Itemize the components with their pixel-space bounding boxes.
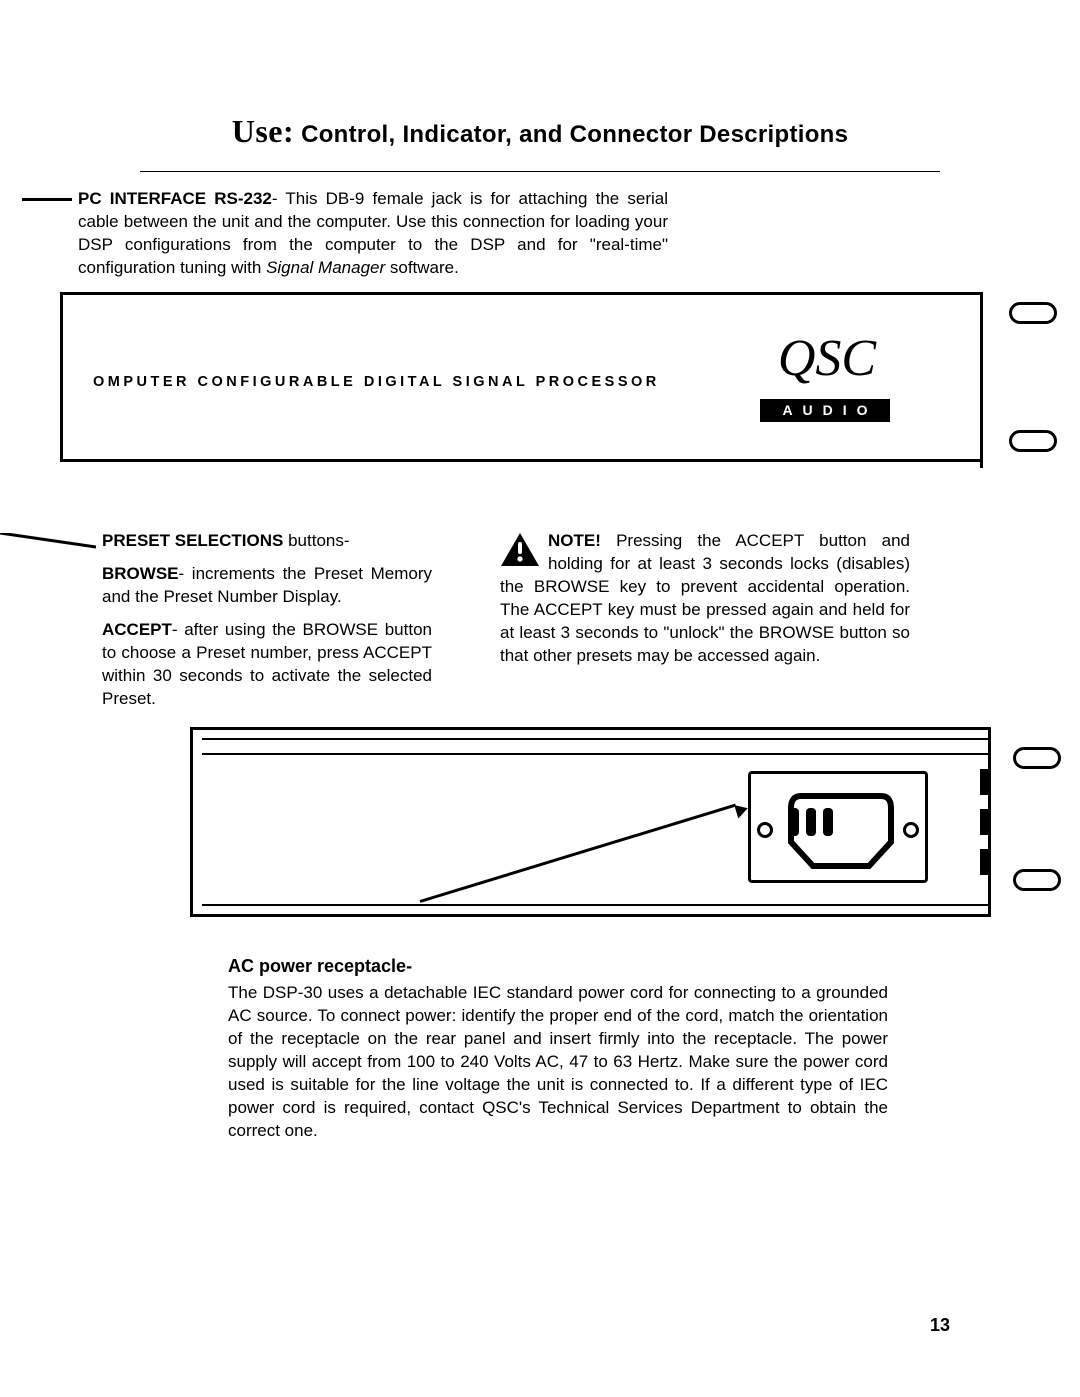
note-text: Pressing the ACCEPT button and holding f… — [500, 531, 910, 665]
note-column: NOTE! Pressing the ACCEPT button and hol… — [500, 530, 910, 668]
software-tail: software. — [385, 258, 459, 277]
pc-interface-label: PC INTERFACE RS-232 — [78, 189, 272, 208]
callout-line — [22, 198, 72, 201]
audio-bar: AUDIO — [760, 399, 890, 422]
ac-text: The DSP-30 uses a detachable IEC standar… — [228, 982, 888, 1143]
preset-column: PRESET SELECTIONS buttons- BROWSE- incre… — [102, 530, 432, 721]
warning-icon — [500, 532, 540, 568]
screw-icon — [757, 822, 773, 838]
panel-subtitle: OMPUTER CONFIGURABLE DIGITAL SIGNAL PROC… — [93, 373, 660, 393]
browse-label: BROWSE — [102, 564, 179, 583]
preset-heading-tail: buttons- — [283, 531, 349, 550]
pin-icon — [789, 808, 799, 836]
callout-line — [0, 533, 96, 555]
page-number: 13 — [930, 1313, 950, 1337]
preset-heading: PRESET SELECTIONS — [102, 531, 283, 550]
rear-panel-diagram — [190, 727, 1080, 917]
panel-edge — [202, 753, 988, 755]
rack-ear — [980, 292, 1080, 468]
panel-edge — [202, 738, 988, 740]
ac-heading: AC power receptacle- — [228, 954, 412, 978]
screw-icon — [903, 822, 919, 838]
page: Use: Control, Indicator, and Connector D… — [0, 0, 1080, 1397]
rack-hole-icon — [1009, 302, 1057, 324]
heading-rest: Control, Indicator, and Connector Descri… — [294, 121, 848, 148]
rack-hole-icon — [1009, 430, 1057, 452]
pin-icon — [823, 808, 833, 836]
svg-text:QSC: QSC — [778, 330, 878, 387]
heading-prefix: Use: — [232, 113, 294, 149]
front-panel-diagram: OMPUTER CONFIGURABLE DIGITAL SIGNAL PROC… — [60, 292, 1080, 462]
accept-label: ACCEPT — [102, 620, 172, 639]
panel-edge — [202, 904, 988, 906]
note-label: NOTE! — [548, 531, 601, 550]
side-nubs — [980, 769, 988, 889]
pin-icon — [806, 808, 816, 836]
rack-hole-icon — [1013, 869, 1061, 891]
iec-socket-icon — [783, 786, 899, 874]
section-heading: Use: Control, Indicator, and Connector D… — [140, 110, 940, 172]
software-name: Signal Manager — [266, 258, 385, 277]
rack-ear — [988, 727, 1080, 917]
pc-interface-block: PC INTERFACE RS-232- This DB-9 female ja… — [78, 188, 668, 280]
rack-hole-icon — [1013, 747, 1061, 769]
iec-receptacle — [748, 771, 928, 883]
qsc-logo: QSC AUDIO — [760, 325, 890, 422]
